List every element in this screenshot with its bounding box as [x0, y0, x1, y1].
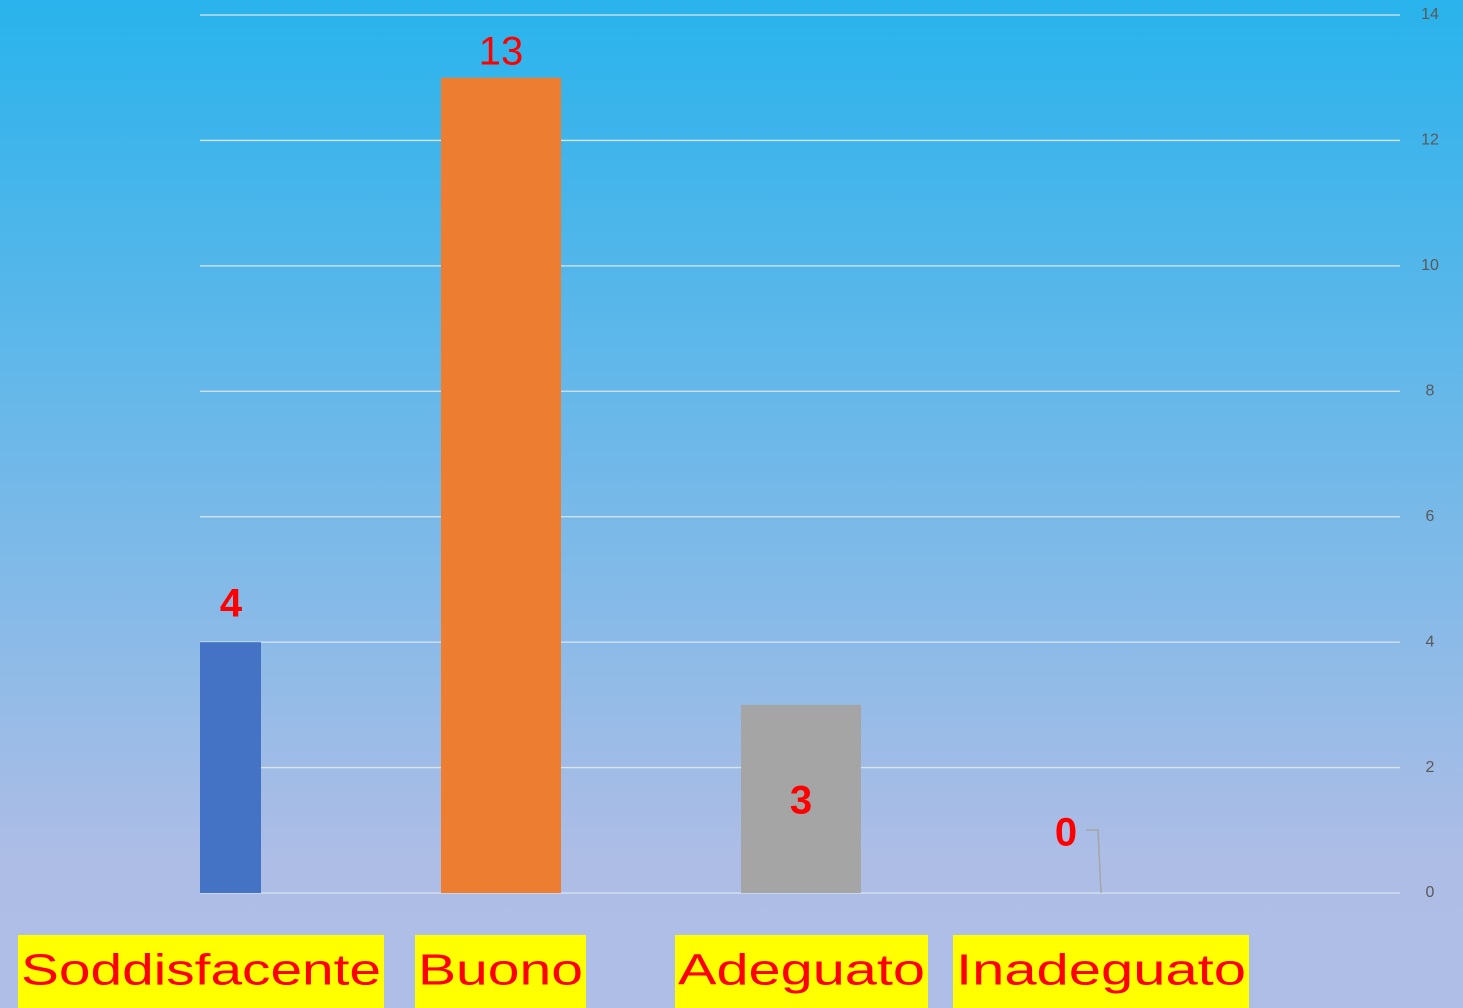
bar — [441, 77, 561, 893]
x-tick-label: Inadeguato — [956, 946, 1246, 995]
bar — [200, 642, 261, 893]
data-label: 3 — [790, 778, 812, 822]
data-label: 13 — [479, 29, 524, 73]
x-tick-label: Buono — [418, 946, 583, 995]
y-tick-label: 12 — [1421, 132, 1439, 149]
y-tick-label: 6 — [1426, 508, 1435, 525]
leader-line — [1086, 829, 1102, 894]
category-label-bg — [415, 935, 586, 1008]
bar — [741, 704, 861, 893]
data-label: 4 — [220, 582, 243, 626]
y-tick-label: 14 — [1421, 6, 1439, 23]
y-tick-label: 4 — [1426, 633, 1435, 650]
y-tick-label: 8 — [1426, 383, 1435, 400]
x-tick-label: Soddisfacente — [21, 946, 381, 995]
category-label-bg — [675, 935, 928, 1008]
data-label: 0 — [1055, 811, 1077, 855]
y-tick-label: 10 — [1421, 257, 1439, 274]
y-tick-label: 0 — [1426, 884, 1435, 901]
x-tick-label: Adeguato — [678, 946, 925, 995]
category-label-bg — [18, 935, 384, 1008]
category-label-bg — [953, 935, 1249, 1008]
y-tick-label: 2 — [1426, 759, 1435, 776]
